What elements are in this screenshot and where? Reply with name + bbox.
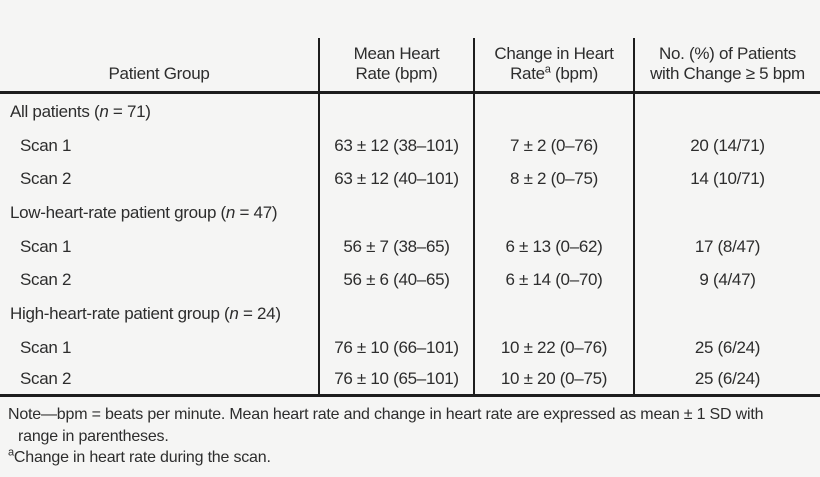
note-line2: range in parentheses. bbox=[18, 427, 169, 445]
row-label-scan1: Scan 1 bbox=[20, 337, 72, 357]
group-label: High-heart-rate patient group ( bbox=[10, 303, 230, 323]
group-label-count: = 47) bbox=[235, 202, 278, 222]
note-line1: Note—bpm = beats per minute. Mean heart … bbox=[8, 406, 764, 423]
footnote-a: aChange in heart rate during the scan. bbox=[8, 447, 763, 469]
empty-cell bbox=[318, 195, 473, 230]
cell-mean-hr: 63 ± 12 (38–101) bbox=[318, 129, 473, 162]
empty-cell bbox=[318, 296, 473, 331]
group-row-high-heart-rate: High-heart-rate patient group (n = 24) bbox=[0, 296, 318, 331]
cell-change-hr: 8 ± 2 (0–75) bbox=[473, 162, 633, 195]
header-change-line2: Rate bbox=[510, 64, 545, 83]
header-mean-line2: Rate (bpm) bbox=[355, 64, 438, 83]
cell-change-hr: 6 ± 14 (0–70) bbox=[473, 263, 633, 296]
cell-patients-pct: 17 (8/47) bbox=[633, 230, 820, 263]
header-patients-line2: with Change ≥ 5 bpm bbox=[650, 64, 805, 83]
group-label-count: = 71) bbox=[108, 101, 151, 121]
group-label: Low-heart-rate patient group ( bbox=[10, 202, 226, 222]
row-label-scan2: Scan 2 bbox=[20, 168, 72, 188]
cell-patients-pct: 9 (4/47) bbox=[633, 263, 820, 296]
footnote-a-marker: a bbox=[8, 446, 14, 459]
row-label-scan2: Scan 2 bbox=[20, 269, 72, 289]
group-row-low-heart-rate: Low-heart-rate patient group (n = 47) bbox=[0, 195, 318, 230]
empty-cell bbox=[633, 296, 820, 331]
table-notes: Note—bpm = beats per minute. Mean heart … bbox=[8, 404, 763, 469]
group-label-count: = 24) bbox=[238, 303, 281, 323]
cell-patients-pct: 14 (10/71) bbox=[633, 162, 820, 195]
cell-patients-pct: 20 (14/71) bbox=[633, 129, 820, 162]
empty-cell bbox=[633, 94, 820, 129]
footnote-a-text: Change in heart rate during the scan. bbox=[13, 449, 271, 466]
row-label-scan1: Scan 1 bbox=[20, 236, 72, 256]
empty-cell bbox=[633, 195, 820, 230]
cell-mean-hr: 76 ± 10 (65–101) bbox=[318, 364, 473, 397]
header-change-in-heart-rate: Change in Heart Ratea (bpm) bbox=[473, 38, 633, 94]
cell-patients-pct: 25 (6/24) bbox=[633, 364, 820, 397]
header-change-line1: Change in Heart bbox=[494, 44, 614, 63]
cell-mean-hr: 56 ± 6 (40–65) bbox=[318, 263, 473, 296]
row-label-scan2: Scan 2 bbox=[0, 364, 318, 397]
row-label-scan1: Scan 1 bbox=[20, 135, 72, 155]
group-row-all-patients: All patients (n = 71) bbox=[0, 94, 318, 129]
italic-n: n bbox=[99, 101, 109, 121]
header-patients-with-change: No. (%) of Patients with Change ≥ 5 bpm bbox=[633, 38, 820, 94]
cell-change-hr: 10 ± 22 (0–76) bbox=[473, 331, 633, 364]
header-mean-line1: Mean Heart bbox=[353, 44, 440, 63]
header-patient-group: Patient Group bbox=[0, 38, 318, 94]
cell-change-hr: 7 ± 2 (0–76) bbox=[473, 129, 633, 162]
empty-cell bbox=[473, 296, 633, 331]
italic-n: n bbox=[225, 202, 236, 222]
empty-cell bbox=[473, 195, 633, 230]
cell-mean-hr: 76 ± 10 (66–101) bbox=[318, 331, 473, 364]
cell-mean-hr: 56 ± 7 (38–65) bbox=[318, 230, 473, 263]
cell-change-hr: 6 ± 13 (0–62) bbox=[473, 230, 633, 263]
group-label: All patients ( bbox=[10, 101, 100, 121]
cell-mean-hr: 63 ± 12 (40–101) bbox=[318, 162, 473, 195]
cell-patients-pct: 25 (6/24) bbox=[633, 331, 820, 364]
header-patient-group-label: Patient Group bbox=[108, 64, 210, 83]
header-mean-heart-rate: Mean Heart Rate (bpm) bbox=[318, 38, 473, 94]
footnote-marker-a: a bbox=[544, 63, 551, 76]
cell-change-hr: 10 ± 20 (0–75) bbox=[473, 364, 633, 397]
empty-cell bbox=[318, 94, 473, 129]
header-change-line2-post: (bpm) bbox=[550, 64, 598, 83]
header-patients-line1: No. (%) of Patients bbox=[659, 44, 796, 63]
italic-n: n bbox=[229, 303, 239, 323]
heart-rate-table: Patient Group Mean Heart Rate (bpm) Chan… bbox=[0, 38, 820, 397]
empty-cell bbox=[473, 94, 633, 129]
